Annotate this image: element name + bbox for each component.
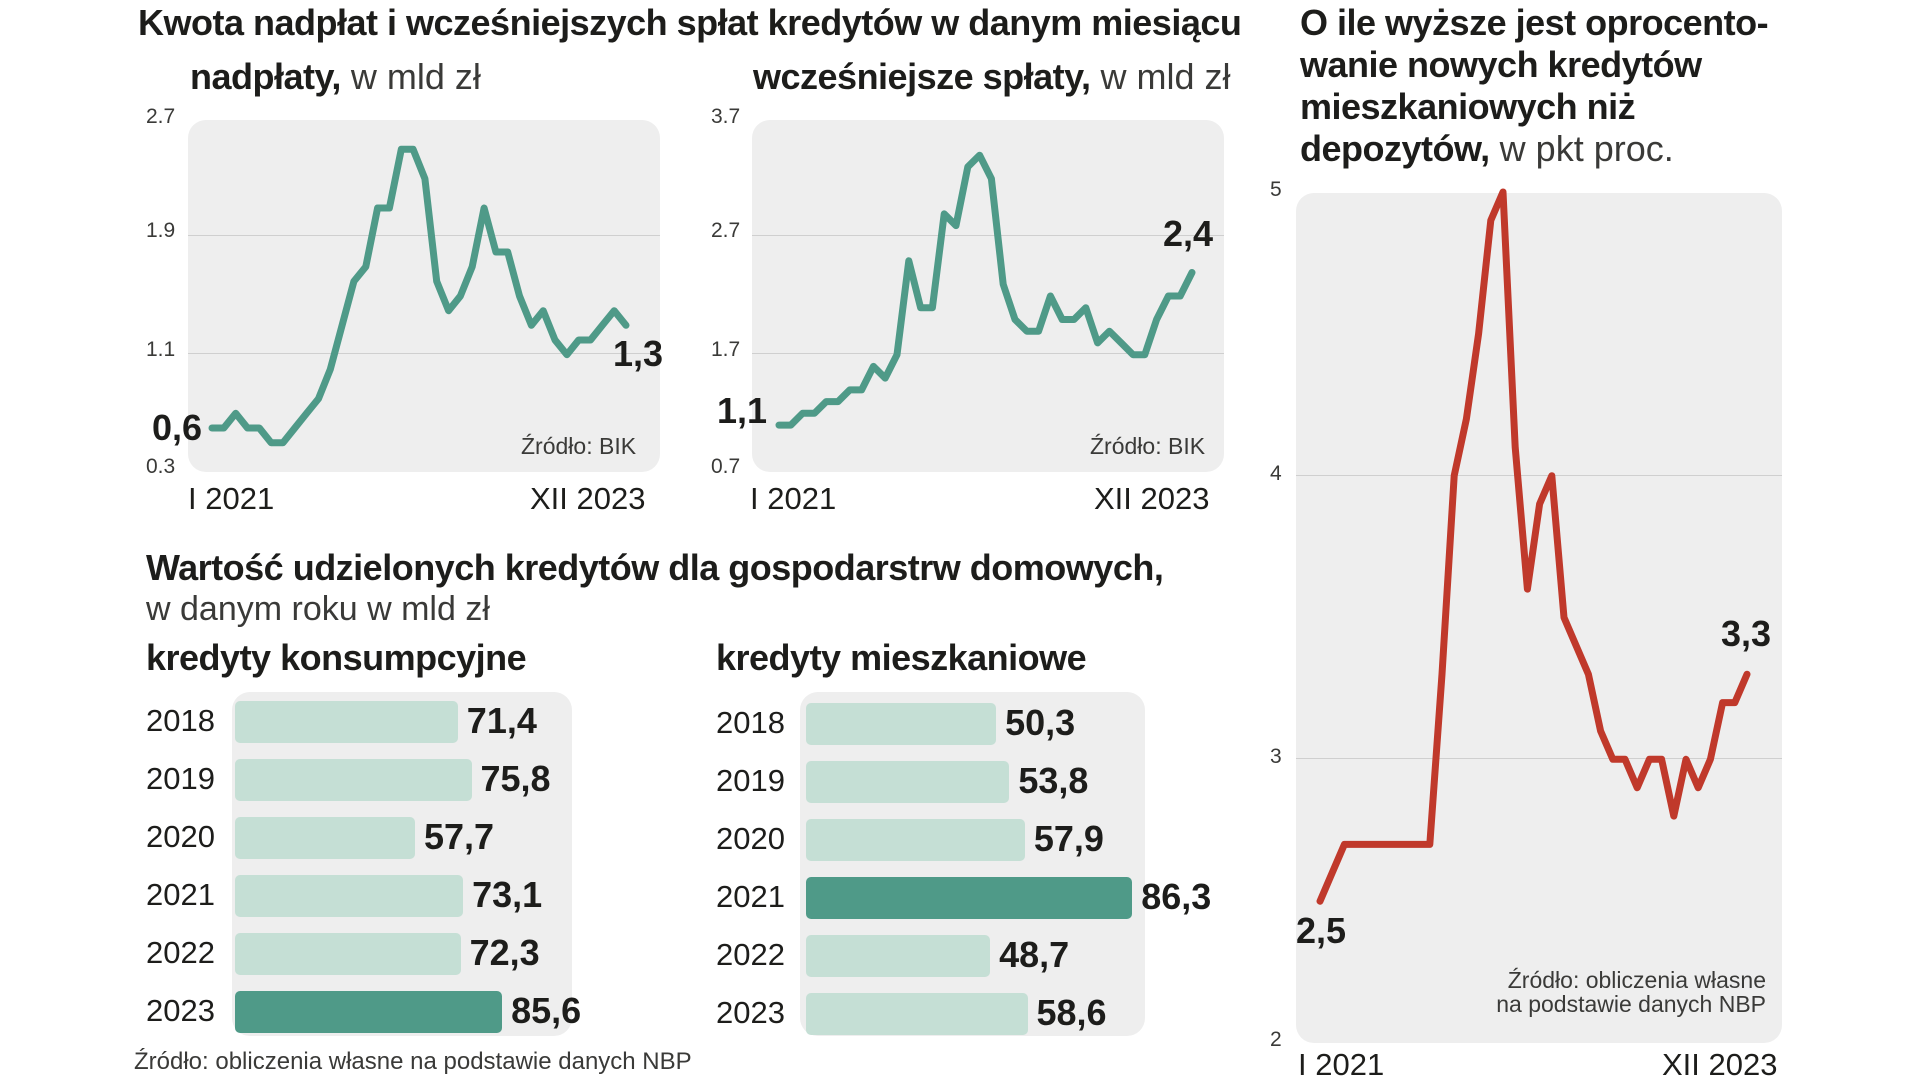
bars1-year-label: 2019: [146, 761, 215, 797]
bars2-value-label: 48,7: [999, 934, 1069, 976]
bars1-year-label: 2018: [146, 703, 215, 739]
chart3-x-start: I 2021: [1298, 1047, 1384, 1083]
bars2-value-label: 53,8: [1018, 760, 1088, 802]
bars1-bar: [235, 759, 472, 801]
bars1-value-label: 72,3: [470, 932, 540, 974]
chart3-x-end: XII 2023: [1662, 1047, 1777, 1083]
bars2-year-label: 2021: [716, 879, 785, 915]
bars2-bar: [806, 993, 1028, 1035]
bars2-bar: [806, 877, 1132, 919]
bars1-year-label: 2023: [146, 993, 215, 1029]
bars1-bar: [235, 701, 458, 743]
bars1-value-label: 73,1: [472, 874, 542, 916]
bars1-year-label: 2021: [146, 877, 215, 913]
bars1-year-label: 2020: [146, 819, 215, 855]
bars-subtitle: w danym roku w mld zł: [146, 590, 490, 629]
bars2-bar: [806, 819, 1025, 861]
bars2-value-label: 57,9: [1034, 818, 1104, 860]
chart3-start-label: 2,5: [1296, 910, 1346, 952]
bars-title: Wartość udzielonych kredytów dla gospoda…: [146, 547, 1163, 589]
bars2-year-label: 2019: [716, 763, 785, 799]
bars1-value-label: 71,4: [467, 700, 537, 742]
bars2-value-label: 86,3: [1141, 876, 1211, 918]
bars1-title: kredyty konsumpcyjne: [146, 637, 526, 679]
bars2-year-label: 2022: [716, 937, 785, 973]
bars2-year-label: 2023: [716, 995, 785, 1031]
bars1-value-label: 75,8: [481, 758, 551, 800]
bars1-value-label: 85,6: [511, 990, 581, 1032]
chart3-source-line: na podstawie danych NBP: [1460, 992, 1766, 1016]
bars2-title: kredyty mieszkaniowe: [716, 637, 1086, 679]
chart3-end-label: 3,3: [1721, 613, 1771, 655]
chart3-series-line: [1320, 192, 1747, 901]
bars2-year-label: 2018: [716, 705, 785, 741]
bars1-value-label: 57,7: [424, 816, 494, 858]
bars1-bar: [235, 933, 461, 975]
bars2-bar: [806, 761, 1009, 803]
bars1-year-label: 2022: [146, 935, 215, 971]
bars1-bar: [235, 875, 463, 917]
bars1-bar: [235, 817, 415, 859]
bars1-panel: [232, 692, 572, 1036]
bars1-bar: [235, 991, 502, 1033]
bars2-year-label: 2020: [716, 821, 785, 857]
bars2-bar: [806, 703, 996, 745]
chart3-source: Źródło: obliczenia własne na podstawie d…: [1460, 968, 1766, 1016]
chart3-source-line: Źródło: obliczenia własne: [1460, 968, 1766, 992]
bars-source: Źródło: obliczenia własne na podstawie d…: [134, 1048, 692, 1076]
bars2-value-label: 50,3: [1005, 702, 1075, 744]
bars2-bar: [806, 935, 990, 977]
bars2-value-label: 58,6: [1037, 992, 1107, 1034]
